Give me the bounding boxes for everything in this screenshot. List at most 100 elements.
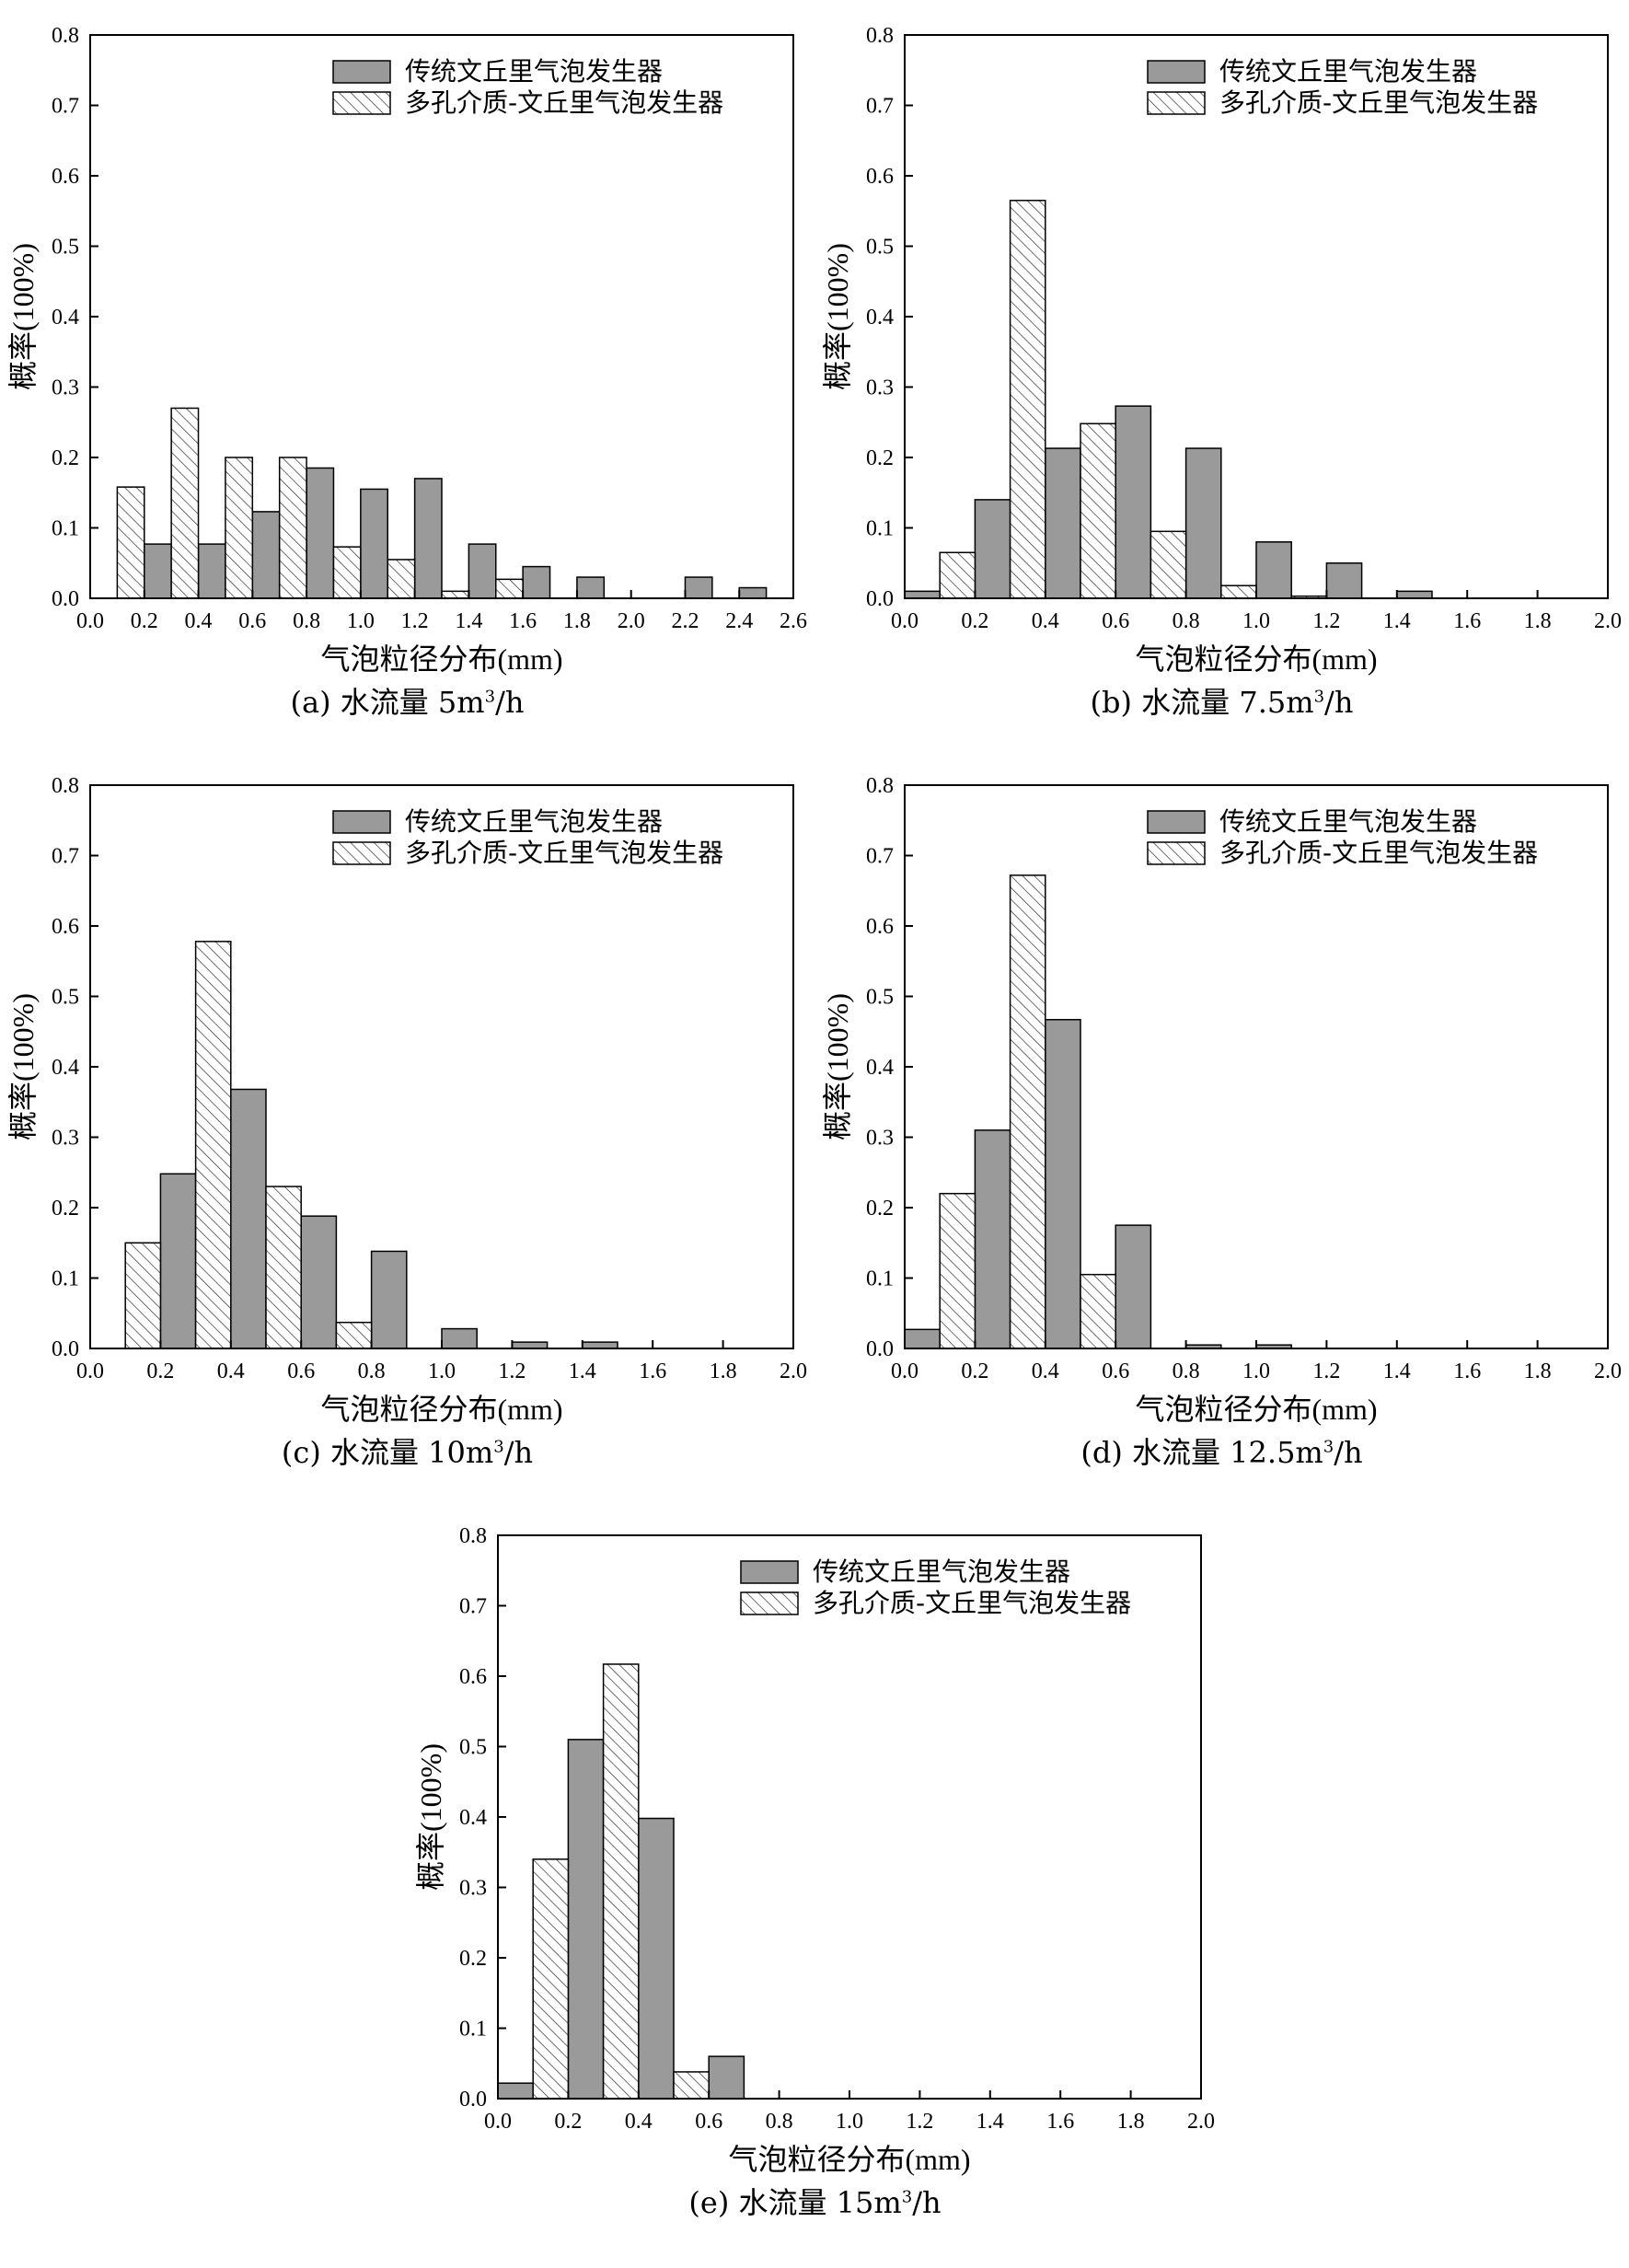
chart-b-svg: 0.0 0.1 0.2 0.3 0.4 0.5 0.6 0.7 0.8 0.0 0.2 0.4 0.6 0…: [821, 24, 1622, 676]
bar-traditional-4: [360, 488, 388, 599]
caption-d-suffix: /h: [1334, 1435, 1363, 1470]
x-tick-label: 0.2: [554, 2110, 582, 2134]
legend-swatch-porous: [332, 91, 391, 115]
caption-d-sup: 3: [1323, 1437, 1334, 1457]
y-tick-label: 0.7: [52, 845, 79, 869]
bar-porous-4: [1220, 584, 1257, 599]
y-tick-label: 0.5: [866, 236, 894, 260]
legend-label-porous: 多孔介质-文丘里气泡发生器: [813, 1588, 1131, 1618]
x-tick-label: 2.2: [671, 609, 699, 633]
bar-porous-2: [225, 457, 254, 599]
x-tick-label: 1.8: [563, 609, 591, 633]
legend-swatch-traditional: [740, 1560, 799, 1584]
x-tick-label: 1.4: [569, 1360, 596, 1383]
chart-panel-c: 0.0 0.1 0.2 0.3 0.4 0.5 0.6 0.7 0.8 0.0 0.2 0.4 0.6 0…: [0, 750, 814, 1505]
caption-e-sup: 3: [901, 2187, 913, 2207]
x-tick-label: 1.6: [1453, 609, 1481, 633]
bar-traditional-3: [306, 467, 335, 599]
bar-porous-3: [335, 1321, 373, 1349]
x-axis-label: 气泡粒径分布(mm): [320, 1393, 562, 1426]
legend-swatch-porous: [1147, 841, 1206, 865]
caption-a: (a) 水流量 5m3/h: [0, 679, 814, 722]
legend-label-porous: 多孔介质-文丘里气泡发生器: [405, 838, 723, 868]
caption-d: (d) 水流量 12.5m3/h: [814, 1429, 1629, 1472]
bar-porous-2: [1080, 1273, 1116, 1349]
y-tick-label: 0.1: [459, 2018, 487, 2042]
y-tick-label: 0.6: [866, 165, 894, 189]
y-tick-label: 0.6: [52, 165, 79, 189]
caption-a-sup: 3: [484, 687, 496, 707]
legend-label-traditional: 传统文丘里气泡发生器: [405, 806, 663, 837]
bar-traditional-5: [511, 1341, 549, 1349]
bar-traditional-8: [576, 576, 606, 599]
x-tick-label: 0.8: [358, 1360, 386, 1383]
caption-d-prefix: (d) 水流量 12.5m: [1080, 1435, 1323, 1470]
y-tick-label: 0.4: [52, 1056, 79, 1080]
x-tick-label: 1.0: [836, 2110, 863, 2134]
bar-traditional-6: [582, 1341, 618, 1349]
legend-label-porous: 多孔介质-文丘里气泡发生器: [1219, 838, 1538, 868]
legend-swatch-porous: [740, 1591, 799, 1615]
x-axis-label: 气泡粒径分布(mm): [320, 642, 562, 676]
x-tick-label: 1.4: [1383, 1360, 1411, 1383]
x-tick-label: 0.0: [891, 1360, 918, 1383]
caption-b-suffix: /h: [1324, 685, 1354, 720]
y-tick-label: 0.6: [52, 915, 79, 939]
bar-porous-1: [194, 941, 232, 1349]
y-tick-label: 0.6: [866, 915, 894, 939]
y-tick-label: 0.2: [459, 1947, 487, 1971]
y-axis-label: 概率(100%): [821, 993, 854, 1140]
y-tick-label: 0.5: [52, 986, 79, 1010]
bar-traditional-2: [638, 1817, 675, 2100]
x-tick-label: 2.0: [780, 1360, 807, 1383]
caption-b-prefix: (b) 水流量 7.5m: [1090, 685, 1314, 720]
y-axis-label: 概率(100%): [6, 993, 40, 1140]
chart-panel-b: 0.0 0.1 0.2 0.3 0.4 0.5 0.6 0.7 0.8 0.0 0.2 0.4 0.6 0…: [814, 0, 1629, 755]
legend-label-porous: 多孔介质-文丘里气泡发生器: [405, 87, 723, 118]
x-tick-label: 0.2: [146, 1360, 174, 1383]
bar-traditional-4: [441, 1327, 478, 1349]
legend-label-traditional: 传统文丘里气泡发生器: [813, 1556, 1070, 1587]
y-axis-label: 概率(100%): [414, 1743, 447, 1891]
chart-e-svg: 0.0 0.1 0.2 0.3 0.4 0.5 0.6 0.7 0.8 0.0 0.2 0.4 0.6 0…: [414, 1524, 1215, 2176]
legend-label-traditional: 传统文丘里气泡发生器: [1219, 806, 1477, 837]
x-tick-label: 1.2: [401, 609, 429, 633]
y-tick-label: 0.1: [52, 517, 79, 541]
bar-porous-3: [1150, 530, 1187, 599]
caption-a-suffix: /h: [495, 685, 525, 720]
x-tick-label: 1.4: [976, 2110, 1004, 2134]
x-tick-label: 0.2: [961, 1360, 988, 1383]
y-tick-label: 0.5: [866, 986, 894, 1010]
bar-porous-3: [278, 457, 307, 599]
x-tick-label: 0.0: [484, 2110, 512, 2134]
bar-porous-1: [602, 1663, 640, 2100]
chart-d-svg: 0.0 0.1 0.2 0.3 0.4 0.5 0.6 0.7 0.8 0.0 0.2 0.4 0.6 0…: [821, 774, 1622, 1426]
bar-traditional-9: [684, 576, 713, 599]
caption-c-prefix: (c) 水流量 10m: [281, 1435, 494, 1470]
legend-swatch-porous: [1147, 91, 1206, 115]
x-tick-label: 1.2: [1312, 609, 1340, 633]
x-tick-label: 1.0: [347, 609, 375, 633]
chart-a-svg: 0.0 0.1 0.2 0.3 0.4 0.5 0.6 0.7 0.8 0.0 0.2 0.4 0.6 0…: [6, 24, 807, 676]
x-tick-label: 0.8: [1173, 609, 1200, 633]
y-tick-label: 0.3: [52, 1127, 79, 1151]
bar-traditional-7: [522, 565, 551, 599]
x-tick-label: 2.4: [725, 609, 753, 633]
bar-porous-4: [332, 546, 362, 599]
x-tick-label: 2.6: [780, 609, 807, 633]
x-tick-label: 1.2: [906, 2110, 933, 2134]
x-axis-label: 气泡粒径分布(mm): [728, 2143, 970, 2176]
bar-traditional-0: [159, 1173, 197, 1349]
x-tick-label: 0.0: [76, 609, 104, 633]
bar-porous-2: [265, 1186, 302, 1349]
bar-porous-2: [1080, 422, 1116, 599]
x-tick-label: 1.2: [1312, 1360, 1340, 1383]
x-tick-label: 0.8: [1173, 1360, 1200, 1383]
bar-porous-0: [532, 1858, 570, 2100]
caption-a-prefix: (a) 水流量 5m: [290, 685, 485, 720]
y-tick-label: 0.8: [866, 774, 894, 798]
y-tick-label: 0.7: [459, 1595, 487, 1619]
bar-traditional-1: [567, 1739, 605, 2100]
x-tick-label: 1.0: [1242, 1360, 1270, 1383]
y-tick-label: 0.0: [52, 1337, 79, 1361]
